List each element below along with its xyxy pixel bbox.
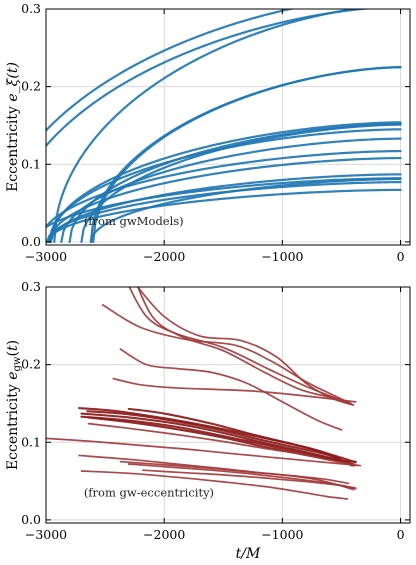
series-line-13: [49, 173, 402, 243]
series-line-1: [46, 9, 296, 133]
series-line-6: [112, 377, 357, 403]
y-axis-label: Eccentricity egw(t): [5, 340, 23, 470]
y-tick-label: 0.0: [21, 512, 41, 527]
y-tick-label: 0.3: [21, 279, 41, 294]
series-line-14: [46, 437, 362, 467]
y-tick-label: 0.1: [21, 434, 41, 449]
chart-panel-1: −3000 −2000 −1000 0 0.0 0.1 0.2 0.3 Eccentricity…: [5, 1, 411, 264]
series-line-9: [48, 128, 402, 243]
series-line-5: [92, 66, 402, 243]
y-axis-label: Eccentricity e_ξ(t): [5, 62, 21, 192]
series-line-6: [49, 121, 402, 243]
y-tick-label: 0.2: [21, 357, 41, 372]
series-line-8: [86, 410, 354, 467]
series-line-1: [101, 304, 352, 405]
y-tick-label: 0.1: [21, 156, 41, 171]
x-tick-label: −2000: [143, 249, 185, 264]
x-tick-label: −1000: [261, 527, 303, 542]
series-line-18: [142, 469, 357, 490]
y-tick-label: 0.2: [21, 79, 41, 94]
y-tick-label: 0.3: [21, 1, 41, 16]
series-line-2: [128, 287, 355, 406]
series-line-19: [80, 470, 349, 500]
x-tick-label: 0: [397, 249, 405, 264]
panel-annotation: (from gwModels): [84, 214, 184, 228]
series-line-17: [47, 188, 402, 243]
series-line-13: [87, 422, 359, 467]
series-line-12: [48, 156, 402, 243]
x-axis-label: t/M: [236, 546, 261, 562]
plot-frame: [45, 286, 411, 524]
series-line-14: [46, 177, 402, 229]
series-line-3: [53, 9, 363, 243]
x-tick-label: −3000: [25, 527, 67, 542]
x-tick-label: −2000: [143, 527, 185, 542]
chart-panel-2: −3000 −2000 −1000 0 0.0 0.1 0.2 0.3 Eccentricity…: [5, 279, 411, 562]
series-line-4: [136, 287, 355, 406]
series-line-16: [46, 181, 402, 243]
x-tick-label: 0: [397, 527, 405, 542]
plot-frame: [45, 8, 411, 246]
x-tick-label: −1000: [261, 249, 303, 264]
y-tick-label: 0.0: [21, 234, 41, 249]
panel-annotation: (from gw-eccentricity): [84, 486, 214, 500]
series-line-11: [127, 407, 357, 464]
series-group: [46, 9, 402, 243]
series-group: [46, 287, 362, 500]
series-line-11: [46, 149, 402, 229]
x-tick-label: −3000: [25, 249, 67, 264]
series-line-5: [119, 348, 343, 431]
